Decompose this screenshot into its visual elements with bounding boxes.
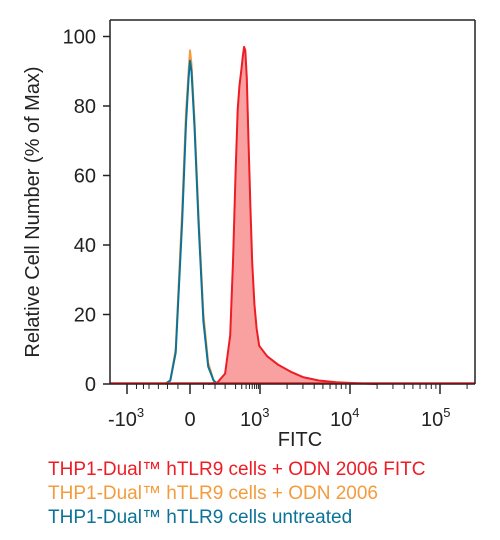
legend-entry-odn2006-fitc: THP1-Dual™ hTLR9 cells + ODN 2006 FITC xyxy=(48,459,426,480)
x-axis-title: FITC xyxy=(278,429,322,451)
x-tick-label-0: 0 xyxy=(184,409,195,431)
y-axis-ticks xyxy=(103,35,110,385)
series-line-odn2006-fitc xyxy=(208,45,378,385)
y-tick-label-40: 40 xyxy=(74,235,96,257)
y-tick-label-100: 100 xyxy=(63,27,96,49)
y-tick-label-0: 0 xyxy=(85,374,96,396)
legend-entry-untreated: THP1-Dual™ hTLR9 cells untreated xyxy=(48,507,353,528)
series-area-odn2006-fitc xyxy=(208,46,378,385)
x-tick-label-10000: 104 xyxy=(330,405,359,431)
legend-entry-odn2006: THP1-Dual™ hTLR9 cells + ODN 2006 xyxy=(48,483,378,504)
x-tick-label-neg1000: -103 xyxy=(108,405,144,431)
x-axis-major-ticks xyxy=(126,384,441,394)
legend: THP1-Dual™ hTLR9 cells + ODN 2006 FITC T… xyxy=(48,458,425,530)
series-line-odn2006 xyxy=(164,49,219,385)
x-axis-tick-labels: -103 0 103 104 105 xyxy=(108,405,450,431)
y-axis-tick-labels: 0 20 40 60 80 100 xyxy=(63,27,96,397)
series-line-untreated xyxy=(164,59,219,385)
x-tick-label-1000: 103 xyxy=(240,405,269,431)
y-axis-title: Relative Cell Number (% of Max) xyxy=(22,66,44,357)
y-tick-label-60: 60 xyxy=(74,166,96,188)
x-tick-label-100000: 105 xyxy=(421,405,450,431)
y-tick-label-80: 80 xyxy=(74,96,96,118)
y-tick-label-20: 20 xyxy=(74,305,96,327)
